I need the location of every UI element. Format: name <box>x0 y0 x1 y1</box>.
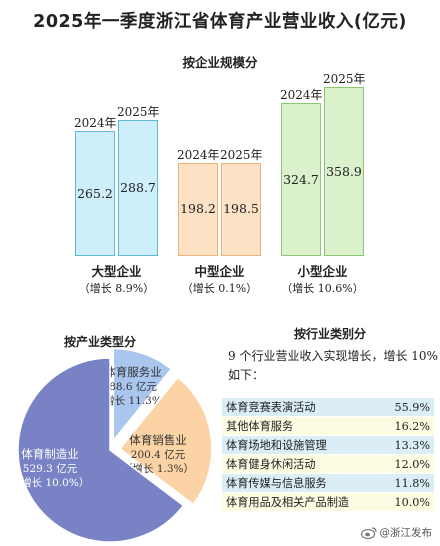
year-label: 2025年 <box>117 105 160 120</box>
sector-name: 体育用品及相关产品制造 <box>226 496 350 509</box>
bar-value-label: 358.9 <box>326 163 362 179</box>
sector-growth-value: 11.8% <box>394 476 430 490</box>
bar <box>118 120 158 256</box>
pie-slice-label: 529.3 亿元 <box>23 462 78 475</box>
year-label: 2025年 <box>323 72 366 87</box>
pie-slice-label: （增长 1.3%） <box>122 462 194 475</box>
pie-slice <box>112 348 173 443</box>
table-row: 体育传媒与信息服务 11.8% <box>222 474 434 493</box>
group-growth: （增长 0.1%） <box>181 282 258 295</box>
sector-name: 体育传媒与信息服务 <box>226 477 327 490</box>
bar <box>221 162 261 256</box>
sector-name: 体育竞赛表演活动 <box>226 401 316 414</box>
pie-slice <box>17 357 185 543</box>
group-name: 中型企业 <box>194 264 245 279</box>
sector-growth-value: 55.9% <box>394 400 430 414</box>
table-row: 体育场地和设施管理 13.3% <box>222 436 434 455</box>
scale-chart-title: 按企业规模分 <box>182 55 258 70</box>
group-growth: （增长 10.6%） <box>281 282 364 295</box>
bar <box>324 87 364 256</box>
sector-growth-value: 12.0% <box>394 457 430 471</box>
pie-slice <box>118 376 213 506</box>
year-label: 2024年 <box>280 88 323 103</box>
group-name: 小型企业 <box>297 264 348 279</box>
weibo-icon <box>360 526 377 539</box>
bar-value-label: 198.5 <box>223 201 259 217</box>
sector-table: 体育竞赛表演活动 55.9% 其他体育服务 16.2% 体育场地和设施管理 13.3% 体育… <box>222 398 434 512</box>
pie-slice-label: （增长 10.0%） <box>11 476 90 489</box>
table-row: 体育用品及相关产品制造 10.0% <box>222 493 434 512</box>
sector-growth-value: 10.0% <box>394 495 430 509</box>
page-title: 2025年一季度浙江省体育产业营业收入(亿元) <box>33 12 407 32</box>
group-name: 大型企业 <box>91 264 142 279</box>
year-label: 2025年 <box>220 147 263 162</box>
sector-name: 体育健身休闲活动 <box>226 458 316 471</box>
bar <box>178 162 218 256</box>
pie-slice-label: 88.6 亿元 <box>109 380 157 393</box>
table-row: 体育健身休闲活动 12.0% <box>222 455 434 474</box>
watermark: @浙江发布 <box>360 525 433 540</box>
sector-description: 9 个行业营业收入实现增长，增长 10% 如下： <box>228 349 438 382</box>
bar-value-label: 198.2 <box>180 201 216 217</box>
industry-chart-title: 按产业类型分 <box>63 335 136 349</box>
sector-growth-value: 13.3% <box>394 438 430 452</box>
bar-value-label: 324.7 <box>283 171 319 187</box>
bar <box>281 103 321 256</box>
bar-value-label: 288.7 <box>120 180 156 196</box>
table-row: 其他体育服务 16.2% <box>222 417 434 436</box>
watermark-text: @浙江发布 <box>379 527 433 539</box>
pie-slice-label: 体育销售业 <box>129 433 187 447</box>
table-row: 体育竞赛表演活动 55.9% <box>222 398 434 417</box>
pie-slice-label: 体育制造业 <box>21 447 79 461</box>
pie-slice-label: （增长 11.3%） <box>94 394 173 407</box>
sector-name: 其他体育服务 <box>226 420 294 433</box>
pie-slice-label: 体育服务业 <box>104 365 162 379</box>
pie-slice-label: 200.4 亿元 <box>131 448 186 461</box>
group-growth: （增长 8.9%） <box>78 282 155 295</box>
bar <box>75 131 115 256</box>
sector-name: 体育场地和设施管理 <box>226 439 327 452</box>
year-label: 2024年 <box>177 147 220 162</box>
bar-value-label: 265.2 <box>77 185 113 201</box>
year-label: 2024年 <box>74 116 117 131</box>
sector-growth-value: 16.2% <box>394 419 430 433</box>
sector-table-title: 按行业类别分 <box>293 327 366 341</box>
